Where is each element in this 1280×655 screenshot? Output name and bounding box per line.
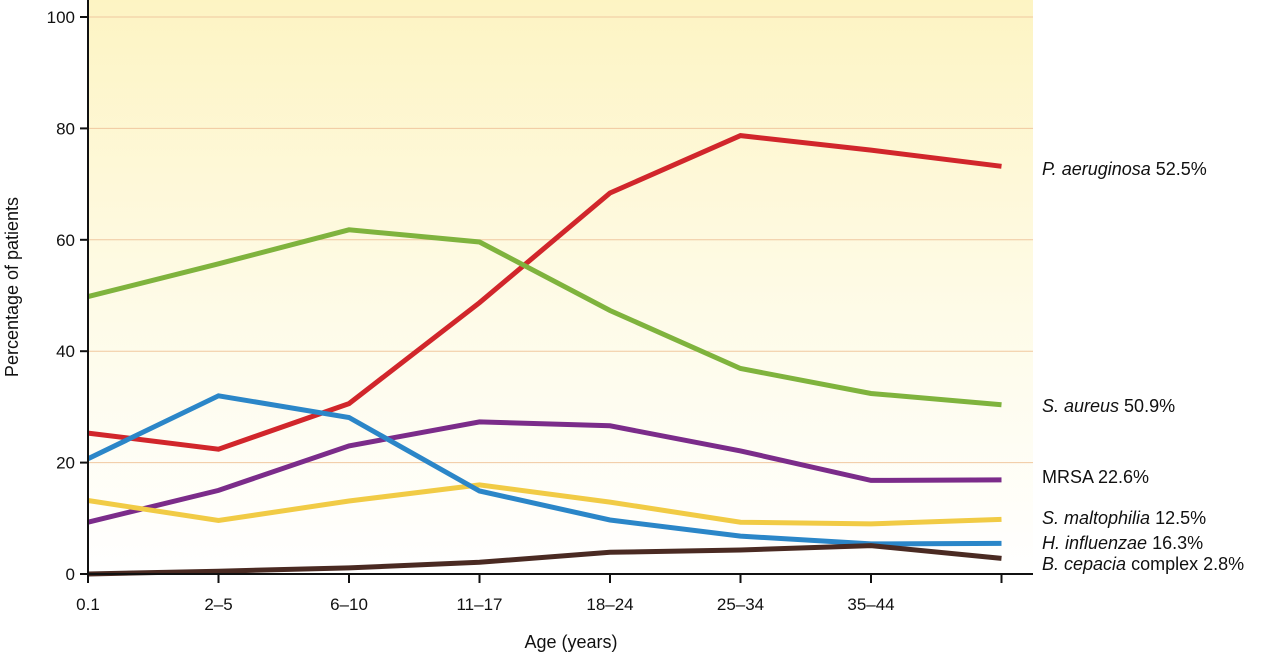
series-labels: P. aeruginosa 52.5% S. aureus 50.9% MRSA 2…	[1042, 159, 1244, 574]
grid-lines	[88, 16, 1033, 464]
x-tick-label: 11–17	[456, 595, 502, 614]
y-tick-label: 0	[66, 565, 75, 584]
series-label: H. influenzae 16.3%	[1042, 533, 1203, 553]
y-tick-label: 20	[56, 454, 75, 473]
series-label: P. aeruginosa 52.5%	[1042, 159, 1207, 179]
series-label: MRSA 22.6%	[1042, 467, 1149, 487]
series-line	[87, 419, 1002, 525]
series-label: S. aureus 50.9%	[1042, 396, 1175, 416]
series-label: B. cepacia complex 2.8%	[1042, 554, 1244, 574]
x-tick-label: 18–24	[586, 595, 633, 614]
series-line	[87, 543, 1002, 577]
series-line	[86, 393, 1002, 547]
y-tick-label: 100	[47, 8, 75, 27]
y-tick-label: 60	[56, 231, 75, 250]
series-label: S. maltophilia 12.5%	[1042, 508, 1206, 528]
x-tick-label: 25–34	[717, 595, 764, 614]
x-tick-label: 0.1	[76, 595, 100, 614]
y-axis-title: Percentage of patients	[2, 197, 22, 377]
series-line	[87, 482, 1002, 527]
series-line	[87, 227, 1002, 408]
x-tick-label: 6–10	[330, 595, 368, 614]
axes: 0 20 40 60 80 100 0.1 2–5 6–10 11–17 18–24 25–34 35–…	[47, 0, 1033, 614]
x-tick-label: 35–44	[847, 595, 894, 614]
y-tick-label: 80	[56, 119, 75, 138]
series-lines	[86, 133, 1002, 577]
y-tick-label: 40	[56, 342, 75, 361]
x-axis-title: Age (years)	[524, 632, 617, 652]
x-tick-label: 2–5	[204, 595, 232, 614]
series-line	[87, 133, 1002, 452]
